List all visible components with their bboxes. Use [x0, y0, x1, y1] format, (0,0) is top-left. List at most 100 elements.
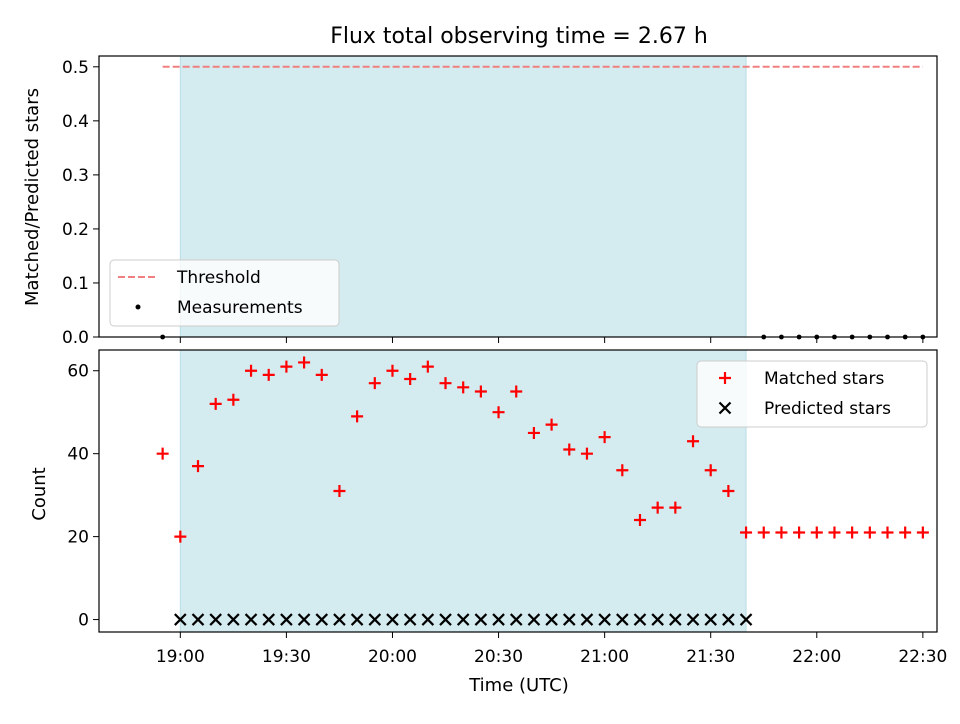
bottom-y-tick-label: 40 — [67, 445, 89, 465]
bottom-matched-point — [687, 435, 700, 448]
top-y-tick-label: 0.5 — [62, 58, 89, 78]
bottom-matched-point — [775, 526, 788, 539]
bottom-legend-box — [696, 360, 928, 428]
bottom-predicted-point — [350, 613, 364, 626]
bottom-predicted-point — [704, 613, 717, 626]
bottom-matched-point — [227, 393, 240, 406]
x-tick-label: 19:00 — [156, 647, 205, 667]
bottom-predicted-point — [492, 613, 505, 626]
bottom-legend-predicted-swatch — [718, 401, 732, 415]
bottom-predicted-point — [722, 613, 735, 626]
bottom-matched-point — [863, 526, 876, 539]
x-tick-label: 22:30 — [898, 647, 947, 667]
bottom-legend-label: Matched stars — [764, 369, 884, 389]
bottom-matched-point — [828, 526, 841, 539]
bottom-matched-point — [704, 464, 717, 477]
bottom-predicted-point — [403, 613, 417, 626]
bottom-predicted-point — [227, 613, 240, 626]
top-y-tick-label: 0.1 — [62, 274, 89, 294]
bottom-matched-point — [474, 385, 487, 398]
bottom-predicted-point — [297, 613, 311, 626]
x-axis-label: Time (UTC) — [468, 675, 569, 696]
bottom-matched-point — [351, 410, 364, 423]
top-panel: 0.0 0.1 0.2 0.3 0.4 0.5 Threshold Measurements — [62, 55, 938, 348]
bottom-matched-point — [545, 418, 558, 431]
bottom-predicted-point — [456, 613, 470, 626]
bottom-matched-point — [156, 447, 169, 460]
bottom-y-tick-label: 0 — [78, 611, 89, 631]
bottom-predicted-point — [669, 613, 682, 626]
bottom-matched-point — [457, 381, 470, 394]
bottom-y-tick-label: 20 — [67, 528, 89, 548]
bottom-matched-point — [651, 501, 664, 514]
bottom-predicted-point — [368, 613, 382, 626]
bottom-matched-point — [386, 364, 399, 377]
top-y-tick-label: 0.2 — [62, 220, 89, 240]
top-legend-box — [109, 259, 340, 327]
bottom-matched-point — [333, 485, 346, 497]
bottom-matched-point — [580, 447, 593, 460]
bottom-predicted-point — [739, 613, 753, 626]
bottom-predicted-point — [686, 613, 700, 626]
bottom-matched-point — [404, 373, 417, 386]
bottom-predicted-point — [262, 613, 275, 626]
bottom-matched-point — [174, 530, 187, 543]
bottom-panel: 0 20 40 60 19:00 19:30 20:00 20:30 21:00 21:30 22:… — [67, 349, 947, 667]
bottom-predicted-point — [191, 613, 205, 626]
bottom-matched-point — [439, 377, 452, 390]
bottom-matched-point — [740, 526, 753, 539]
bottom-predicted-point — [633, 613, 647, 626]
bottom-matched-point — [209, 397, 222, 410]
bottom-matched-point — [633, 514, 646, 527]
bottom-predicted-point — [527, 613, 541, 626]
bottom-matched-point — [421, 360, 434, 373]
bottom-matched-point — [793, 526, 806, 539]
bottom-predicted-point — [333, 613, 346, 626]
top-legend-label: Threshold — [176, 268, 261, 288]
x-tick-label: 21:00 — [580, 647, 629, 667]
x-tick-label: 19:30 — [262, 647, 311, 667]
top-y-tick-label: 0.0 — [62, 328, 89, 348]
bottom-matched-point — [899, 526, 912, 539]
bottom-matched-point — [757, 526, 770, 539]
bottom-matched-point — [881, 526, 894, 539]
bottom-matched-point — [245, 364, 258, 377]
top-y-tick-label: 0.4 — [62, 112, 89, 132]
bottom-matched-point — [510, 385, 523, 398]
bottom-matched-point — [916, 526, 929, 539]
bottom-predicted-point — [616, 613, 629, 626]
bottom-predicted-point — [545, 613, 558, 626]
bottom-matched-point — [262, 368, 275, 381]
top-legend: Threshold Measurements — [109, 259, 340, 327]
bottom-matched-point — [616, 464, 629, 477]
bottom-predicted-point — [474, 613, 488, 626]
x-tick-label: 20:30 — [474, 647, 523, 667]
top-y-axis-label: Matched/Predicted stars — [22, 88, 43, 306]
bottom-matched-point — [846, 526, 859, 539]
bottom-matched-point — [527, 426, 540, 439]
top-axes-frame — [98, 55, 938, 338]
bottom-predicted-point — [439, 613, 452, 626]
bottom-matched-point — [722, 485, 735, 497]
top-legend-measurement-swatch — [135, 304, 141, 310]
bottom-predicted-point — [509, 613, 523, 626]
bottom-legend-matched-swatch — [719, 372, 731, 384]
bottom-axes-frame — [98, 349, 938, 633]
bottom-matched-point — [810, 526, 823, 539]
bottom-matched-point — [563, 443, 576, 456]
bottom-predicted-point — [174, 613, 187, 626]
bottom-observing-interval — [179, 349, 747, 633]
bottom-predicted-point — [244, 613, 258, 626]
bottom-matched-point — [280, 360, 293, 373]
bottom-y-axis-label: Count — [29, 467, 50, 520]
bottom-predicted-point — [421, 613, 435, 626]
bottom-predicted-point — [209, 613, 222, 626]
chart-title: Flux total observing time = 2.67 h — [330, 24, 708, 49]
bottom-predicted-point — [386, 613, 399, 626]
bottom-predicted-point — [651, 613, 664, 626]
top-y-tick-label: 0.3 — [62, 166, 89, 186]
x-tick-label: 20:00 — [368, 647, 417, 667]
bottom-matched-point — [598, 431, 611, 444]
bottom-predicted-point — [280, 613, 293, 626]
